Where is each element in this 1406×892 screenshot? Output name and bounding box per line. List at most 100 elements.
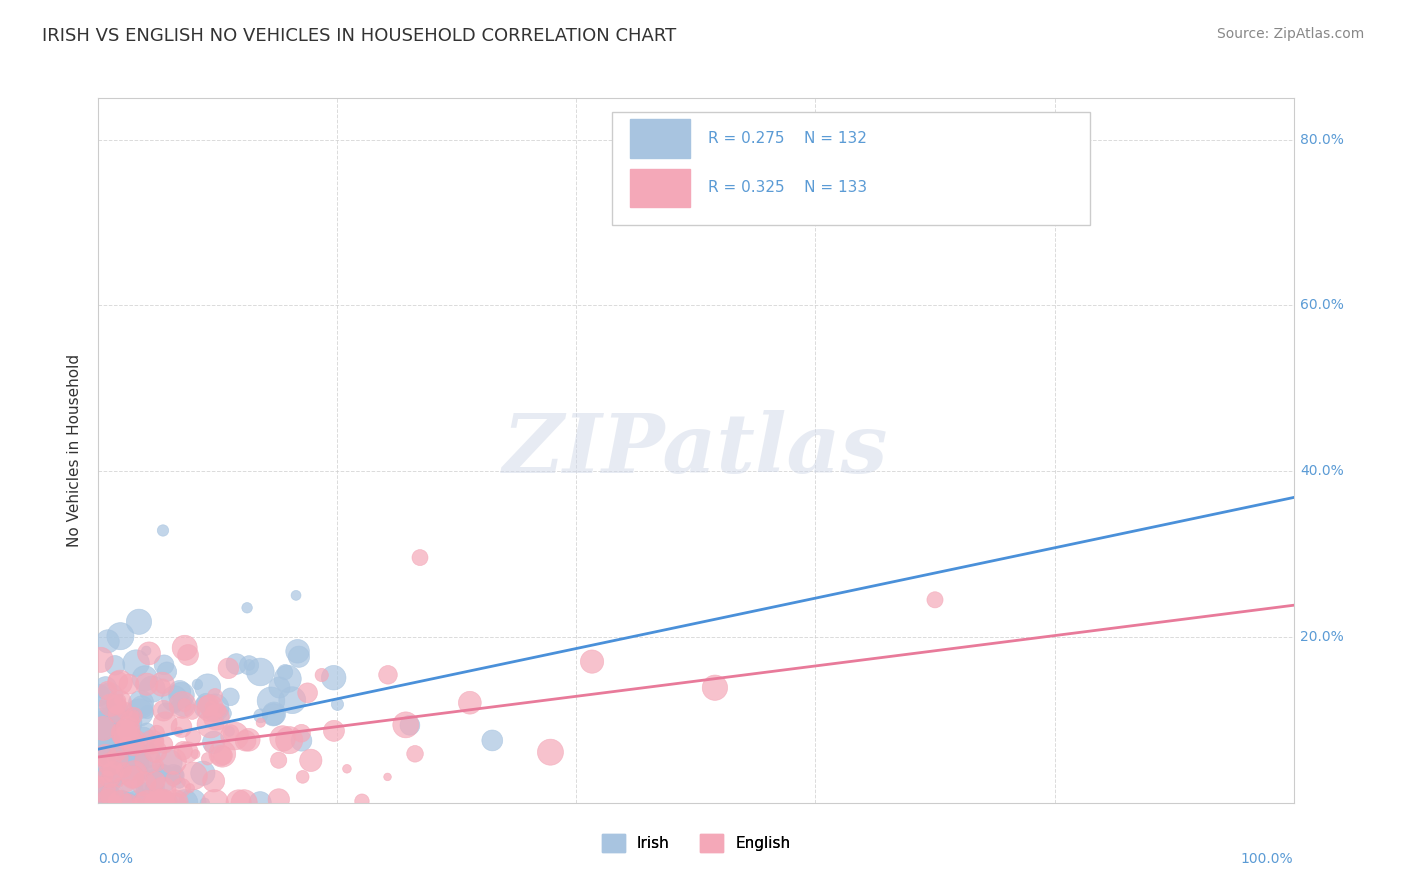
English bbox=[105, 698, 128, 712]
English bbox=[458, 696, 481, 710]
Irish bbox=[104, 658, 127, 673]
Text: 0.0%: 0.0% bbox=[98, 852, 134, 866]
Irish bbox=[238, 657, 260, 672]
English bbox=[181, 705, 204, 719]
English bbox=[118, 714, 141, 728]
Irish bbox=[125, 796, 148, 810]
Irish bbox=[262, 707, 284, 722]
English bbox=[146, 758, 169, 772]
English bbox=[135, 677, 157, 691]
English bbox=[377, 668, 399, 682]
Irish bbox=[249, 665, 271, 679]
English bbox=[108, 775, 131, 789]
English bbox=[132, 777, 155, 791]
English bbox=[177, 745, 200, 759]
English bbox=[145, 773, 167, 788]
English bbox=[107, 674, 129, 689]
Irish bbox=[219, 690, 242, 704]
Irish bbox=[103, 707, 125, 722]
English bbox=[181, 731, 204, 745]
Irish bbox=[111, 796, 134, 810]
Irish bbox=[225, 657, 247, 671]
Irish bbox=[141, 682, 163, 697]
Legend: Irish, English: Irish, English bbox=[596, 828, 796, 859]
Irish bbox=[100, 796, 122, 810]
English bbox=[249, 715, 271, 730]
English bbox=[581, 655, 603, 669]
Irish bbox=[110, 629, 132, 643]
English bbox=[183, 769, 205, 783]
Irish bbox=[162, 767, 184, 781]
Irish bbox=[128, 615, 150, 629]
English bbox=[170, 780, 193, 795]
English bbox=[94, 748, 117, 763]
Irish bbox=[89, 721, 111, 735]
Irish bbox=[105, 745, 128, 759]
Irish bbox=[122, 741, 145, 756]
Text: 100.0%: 100.0% bbox=[1241, 852, 1294, 866]
English bbox=[172, 743, 194, 757]
Text: ZIPatlas: ZIPatlas bbox=[503, 410, 889, 491]
Irish bbox=[281, 693, 304, 707]
Irish bbox=[277, 672, 299, 686]
Text: 40.0%: 40.0% bbox=[1301, 464, 1344, 478]
Irish bbox=[155, 704, 177, 718]
English bbox=[100, 698, 122, 713]
Irish bbox=[98, 690, 121, 704]
English bbox=[108, 748, 131, 763]
Irish bbox=[107, 796, 129, 810]
English bbox=[167, 724, 190, 739]
English bbox=[197, 698, 219, 713]
English bbox=[155, 796, 177, 810]
Irish bbox=[238, 658, 260, 673]
Irish bbox=[94, 776, 117, 790]
Irish bbox=[98, 796, 121, 810]
Irish bbox=[165, 768, 187, 782]
Irish bbox=[97, 763, 120, 777]
English bbox=[703, 681, 725, 695]
Irish bbox=[142, 767, 165, 781]
English bbox=[152, 783, 174, 797]
Irish bbox=[96, 740, 118, 755]
Irish bbox=[129, 770, 152, 784]
English bbox=[323, 723, 346, 738]
Irish bbox=[139, 776, 162, 790]
Irish bbox=[156, 796, 179, 810]
Text: R = 0.325    N = 133: R = 0.325 N = 133 bbox=[709, 180, 868, 195]
Irish bbox=[117, 796, 139, 810]
Irish bbox=[105, 707, 128, 722]
Text: 20.0%: 20.0% bbox=[1301, 630, 1344, 644]
Irish bbox=[118, 760, 141, 774]
Text: 80.0%: 80.0% bbox=[1301, 133, 1344, 146]
English bbox=[149, 796, 172, 810]
Irish bbox=[128, 706, 150, 720]
Irish bbox=[274, 665, 297, 679]
English bbox=[103, 794, 125, 808]
Irish bbox=[100, 796, 122, 810]
Irish bbox=[194, 700, 217, 714]
Irish bbox=[98, 790, 121, 805]
English bbox=[538, 745, 561, 759]
Irish bbox=[125, 756, 148, 771]
Irish bbox=[90, 796, 112, 810]
English bbox=[177, 648, 200, 662]
English bbox=[377, 770, 399, 784]
English bbox=[120, 730, 142, 744]
English bbox=[198, 701, 221, 715]
English bbox=[110, 796, 132, 810]
English bbox=[238, 732, 260, 747]
English bbox=[924, 592, 946, 607]
Irish bbox=[94, 681, 117, 695]
English bbox=[91, 755, 114, 769]
Irish bbox=[129, 696, 152, 710]
Irish bbox=[91, 764, 114, 778]
English bbox=[112, 726, 135, 740]
Irish bbox=[139, 740, 162, 755]
Irish bbox=[322, 671, 344, 685]
English bbox=[233, 796, 256, 810]
Irish bbox=[132, 781, 155, 796]
English bbox=[135, 796, 157, 810]
Irish bbox=[115, 750, 138, 764]
English bbox=[91, 722, 114, 736]
English bbox=[409, 550, 432, 565]
